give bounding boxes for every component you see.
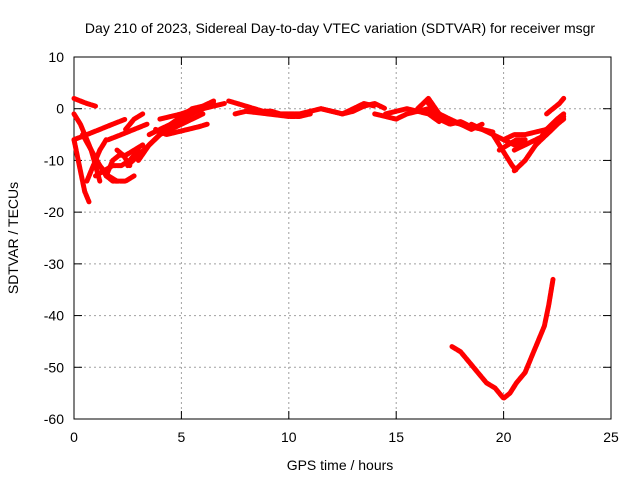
plot-frame (73, 56, 612, 420)
y-tick-label: -60 (44, 411, 64, 427)
series-s19 (178, 98, 217, 117)
y-axis-label: SDTVAR / TECUs (5, 182, 21, 294)
series-s37 (449, 276, 556, 401)
series-s17 (153, 121, 210, 138)
series-s3 (71, 137, 92, 205)
x-tick-label: 5 (178, 429, 186, 445)
series-s23 (318, 101, 388, 117)
y-tick-label: -40 (44, 308, 64, 324)
y-tick-label: 10 (48, 49, 64, 65)
series-s1 (71, 95, 98, 109)
series-s25 (383, 106, 442, 125)
series-s21 (232, 108, 313, 119)
y-tick-label: -30 (44, 256, 64, 272)
x-tick-label: 10 (281, 429, 297, 445)
x-tick-label: 25 (603, 429, 619, 445)
y-tick-label: -20 (44, 204, 64, 220)
y-tick-label: 0 (56, 101, 64, 117)
x-tick-label: 15 (388, 429, 404, 445)
series-s20 (226, 98, 313, 117)
series-s29 (468, 121, 528, 148)
data-series (71, 95, 567, 401)
series-s36 (544, 95, 567, 117)
series-s12 (123, 111, 146, 132)
chart-title: Day 210 of 2023, Sidereal Day-to-day VTE… (85, 20, 595, 36)
series-s30 (490, 132, 519, 174)
series-s35 (533, 114, 567, 148)
series-s24 (372, 106, 442, 122)
x-tick-label: 20 (496, 429, 512, 445)
x-tick-label: 0 (70, 429, 78, 445)
axis-ticks (73, 56, 612, 420)
x-axis-label: GPS time / hours (287, 457, 394, 473)
tick-labels: 0 5 10 15 20 25 10 0 -10 -20 -30 -40 -50 -60 (44, 49, 619, 445)
series-s31 (496, 137, 528, 153)
series-s6 (84, 137, 109, 184)
series-s10 (105, 121, 150, 143)
series-s8 (93, 147, 141, 179)
series-s15 (146, 111, 206, 148)
y-tick-label: -50 (44, 359, 64, 375)
y-tick-label: -10 (44, 152, 64, 168)
